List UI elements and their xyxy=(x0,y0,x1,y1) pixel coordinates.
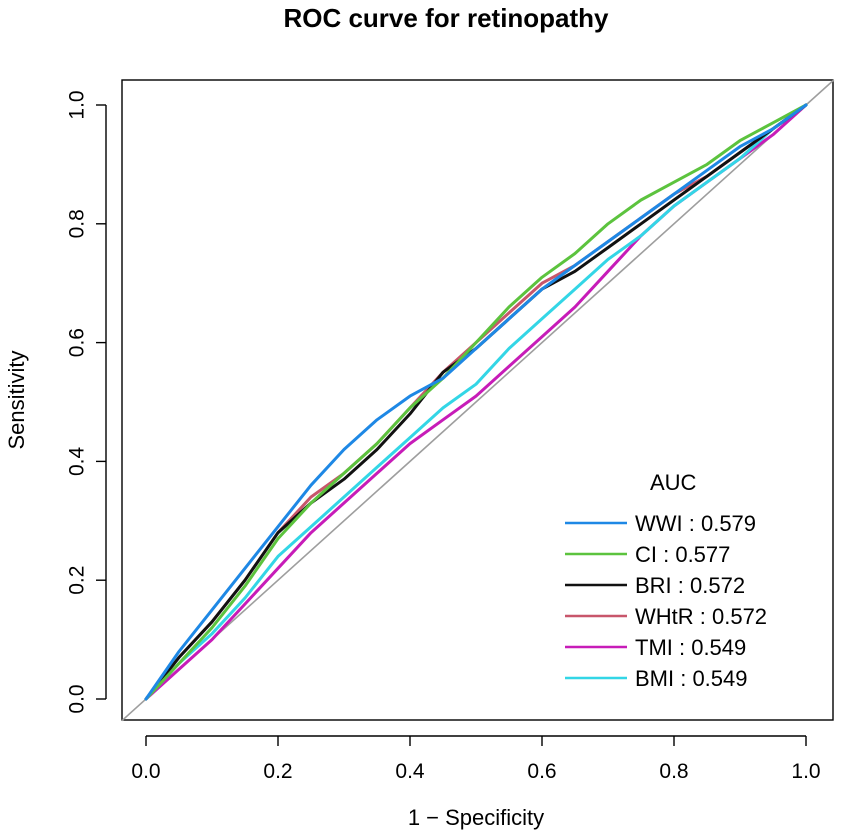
y-tick-label: 1.0 xyxy=(66,90,89,119)
reference-diagonal xyxy=(121,79,835,722)
roc-curves xyxy=(144,103,808,701)
legend-label-bmi: BMI : 0.549 xyxy=(635,666,748,691)
legend: AUC WWI : 0.579 CI : 0.577 BRI : 0.572 WHtR… xyxy=(565,470,767,691)
x-tick-label: 0.2 xyxy=(263,760,292,783)
y-tick-label: 0.4 xyxy=(66,446,89,476)
plot-frame xyxy=(121,79,834,721)
roc-curve-ci xyxy=(144,103,808,701)
x-axis: 0.0 0.2 0.4 0.6 0.8 1.0 xyxy=(131,735,821,783)
roc-curve-bmi xyxy=(144,103,808,701)
y-axis-label: Sensitivity xyxy=(4,350,29,449)
x-tick-label: 0.8 xyxy=(659,760,688,783)
y-tick-label: 0.0 xyxy=(66,684,89,713)
x-axis-label: 1 − Specificity xyxy=(408,805,544,830)
legend-label-tmi: TMI : 0.549 xyxy=(635,635,746,660)
x-tick-label: 0.4 xyxy=(395,760,425,783)
legend-label-whtr: WHtR : 0.572 xyxy=(635,604,767,629)
plot-area xyxy=(121,79,835,722)
y-tick-label: 0.2 xyxy=(66,566,89,595)
legend-title: AUC xyxy=(650,470,697,495)
x-tick-label: 0.6 xyxy=(527,760,556,783)
legend-label-wwi: WWI : 0.579 xyxy=(635,511,756,536)
legend-label-ci: CI : 0.577 xyxy=(635,542,730,567)
legend-label-bri: BRI : 0.572 xyxy=(635,573,745,598)
y-tick-label: 0.6 xyxy=(66,328,89,357)
roc-curve-wwi xyxy=(144,103,808,701)
chart-title: ROC curve for retinopathy xyxy=(283,3,609,33)
x-tick-label: 0.0 xyxy=(131,760,160,783)
x-tick-label: 1.0 xyxy=(791,760,820,783)
y-axis: 0.0 0.2 0.4 0.6 0.8 1.0 xyxy=(66,90,107,714)
y-tick-label: 0.8 xyxy=(66,209,89,238)
